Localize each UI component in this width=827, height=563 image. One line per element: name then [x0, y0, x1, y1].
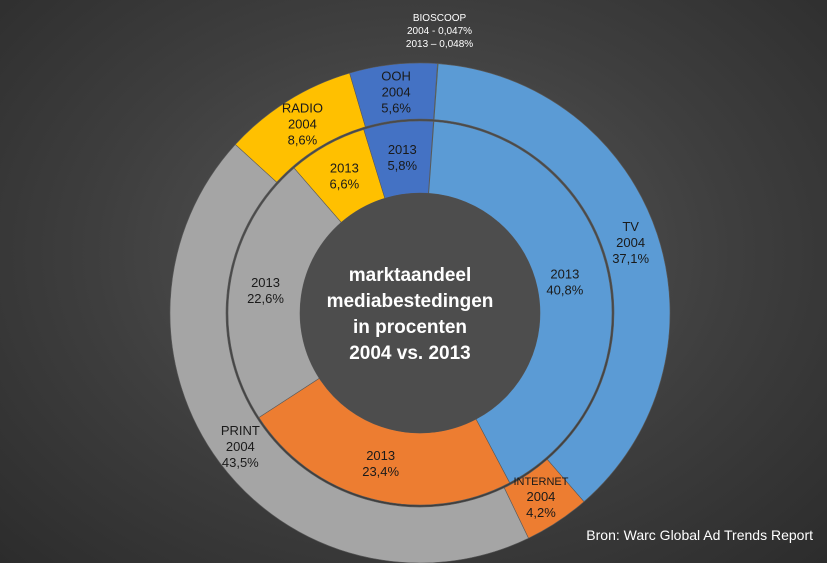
- source-note: Bron: Warc Global Ad Trends Report: [586, 527, 813, 543]
- outer-label-radio: RADIO 2004 8,6%: [282, 101, 323, 148]
- inner-label-internet: 2013 23,4%: [362, 448, 399, 479]
- inner-label-ooh: 2013 5,8%: [387, 142, 417, 173]
- 2004-slice-ooh: [349, 62, 438, 128]
- outer-label-internet: INTERNET 2004 4,2%: [513, 476, 568, 520]
- inner-ring-2013: [227, 120, 613, 506]
- center-hole: [300, 193, 540, 433]
- outer-label-ooh: OOH 2004 5,6%: [381, 68, 411, 115]
- center-title-line-1: marktaandeel: [349, 265, 472, 286]
- 2004-slice-print: [169, 144, 529, 563]
- center-title-line-3: in procenten: [353, 317, 467, 338]
- inner-label-tv: 2013 40,8%: [546, 267, 583, 298]
- 2004-slice-tv: [433, 63, 671, 503]
- inner-label-radio: 2013 6,6%: [330, 161, 360, 192]
- center-title-line-2: mediabestedingen: [327, 291, 494, 312]
- bioscoop-label: BIOSCOOP 2004 - 0,047% 2013 – 0,048%: [406, 13, 473, 50]
- outer-label-print: PRINT 2004 43,5%: [221, 423, 260, 470]
- center-title: marktaandeel mediabestedingen in procenten…: [327, 265, 494, 364]
- center-title-text: marktaandeel mediabestedingen in procenten…: [327, 265, 494, 364]
- center-title-line-4: 2004 vs. 2013: [349, 343, 471, 364]
- outer-label-tv: TV 2004 37,1%: [612, 219, 649, 266]
- slice-labels: TV 2004 37,1% INTERNET 2004 4,2% PRINT 2004 43,5…: [221, 13, 650, 520]
- inner-label-print: 2013 22,6%: [247, 275, 284, 306]
- outer-ring-2004: [169, 62, 671, 563]
